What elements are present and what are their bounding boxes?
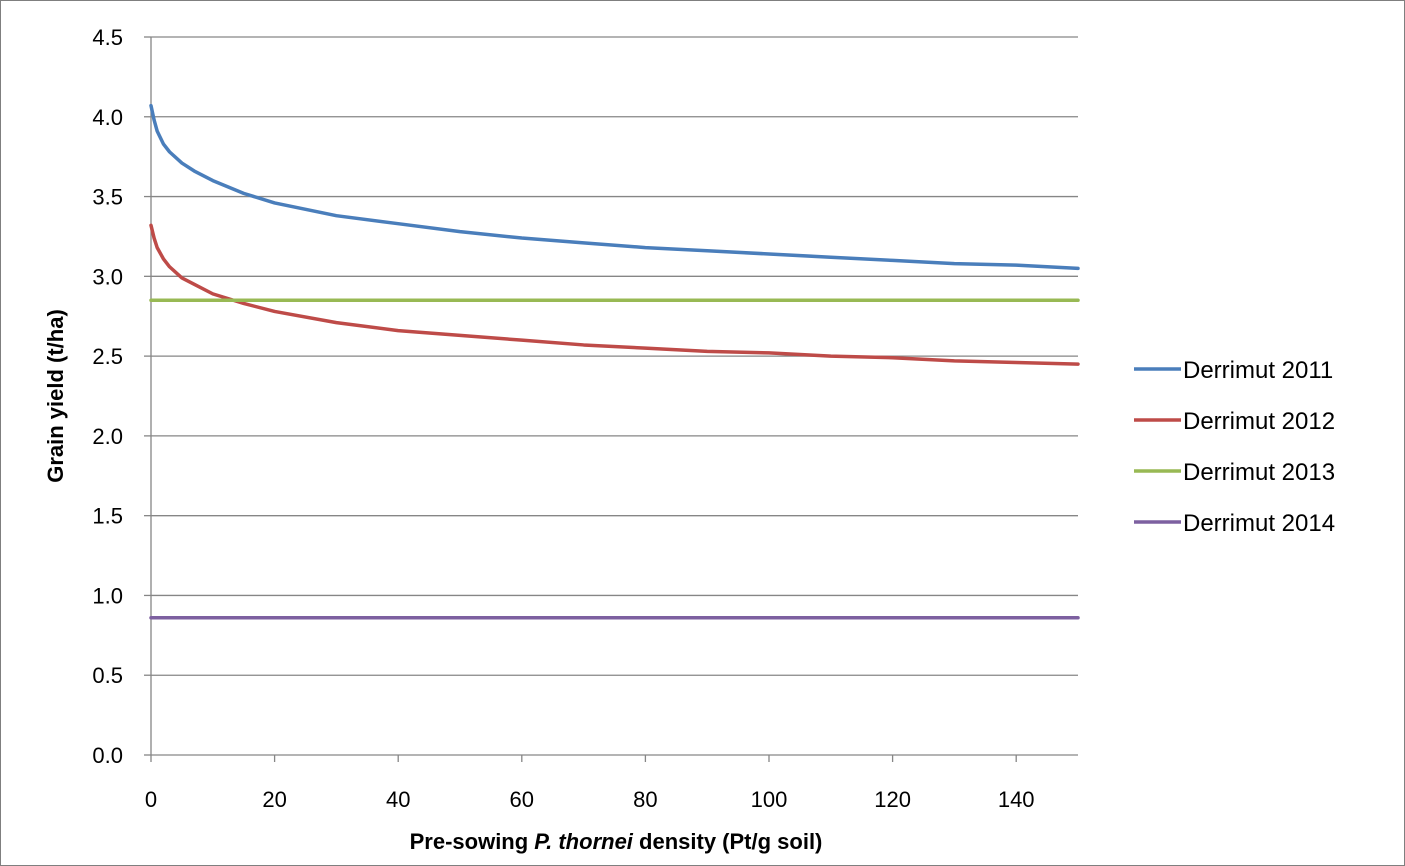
y-tick-label-9: 4.5	[92, 25, 123, 50]
y-tick-label-8: 4.0	[92, 105, 123, 130]
y-tick-label-3: 1.5	[92, 504, 123, 529]
y-tick-label-6: 3.0	[92, 264, 123, 289]
x-tick-label-6: 120	[874, 787, 911, 812]
legend-label-4: Derrimut 2014	[1183, 510, 1335, 537]
legend-label-2: Derrimut 2012	[1183, 408, 1335, 435]
y-tick-label-1: 0.5	[92, 663, 123, 688]
x-axis-title-prefix: Pre-sowing	[410, 829, 535, 854]
y-tick-label-7: 3.5	[92, 185, 123, 210]
series-line-1	[149, 103, 1080, 271]
y-tick-label-2: 1.0	[92, 583, 123, 608]
axes-layer	[144, 36, 1078, 762]
x-axis-title-italic: P. thornei	[534, 829, 634, 854]
legend: Derrimut 2011 Derrimut 2012 Derrimut 2013 D…	[1134, 357, 1335, 537]
legend-label-1: Derrimut 2011	[1183, 357, 1333, 384]
tick-labels: 0.0 0.5 1.0 1.5 2.0 2.5 3.0 3.5 4.0 4.5 0 20 40 60 80 1…	[92, 25, 1034, 812]
x-tick-label-1: 20	[262, 787, 286, 812]
y-axis-title: Grain yield (t/ha)	[43, 309, 68, 483]
legend-label-3: Derrimut 2013	[1183, 459, 1335, 486]
grid-layer	[151, 36, 1078, 676]
x-tick-label-0: 0	[145, 787, 157, 812]
x-tick-label-7: 140	[998, 787, 1035, 812]
x-tick-label-3: 60	[510, 787, 534, 812]
x-tick-label-4: 80	[633, 787, 657, 812]
x-tick-label-2: 40	[386, 787, 410, 812]
y-tick-label-4: 2.0	[92, 424, 123, 449]
x-axis-title-suffix: density (Pt/g soil)	[633, 829, 822, 854]
series-line-2	[149, 223, 1080, 366]
y-tick-label-5: 2.5	[92, 344, 123, 369]
x-tick-label-5: 100	[751, 787, 788, 812]
x-axis-title: Pre-sowing P. thornei density (Pt/g soil…	[410, 829, 823, 854]
series-layer	[149, 103, 1080, 620]
y-tick-label-0: 0.0	[92, 743, 123, 768]
